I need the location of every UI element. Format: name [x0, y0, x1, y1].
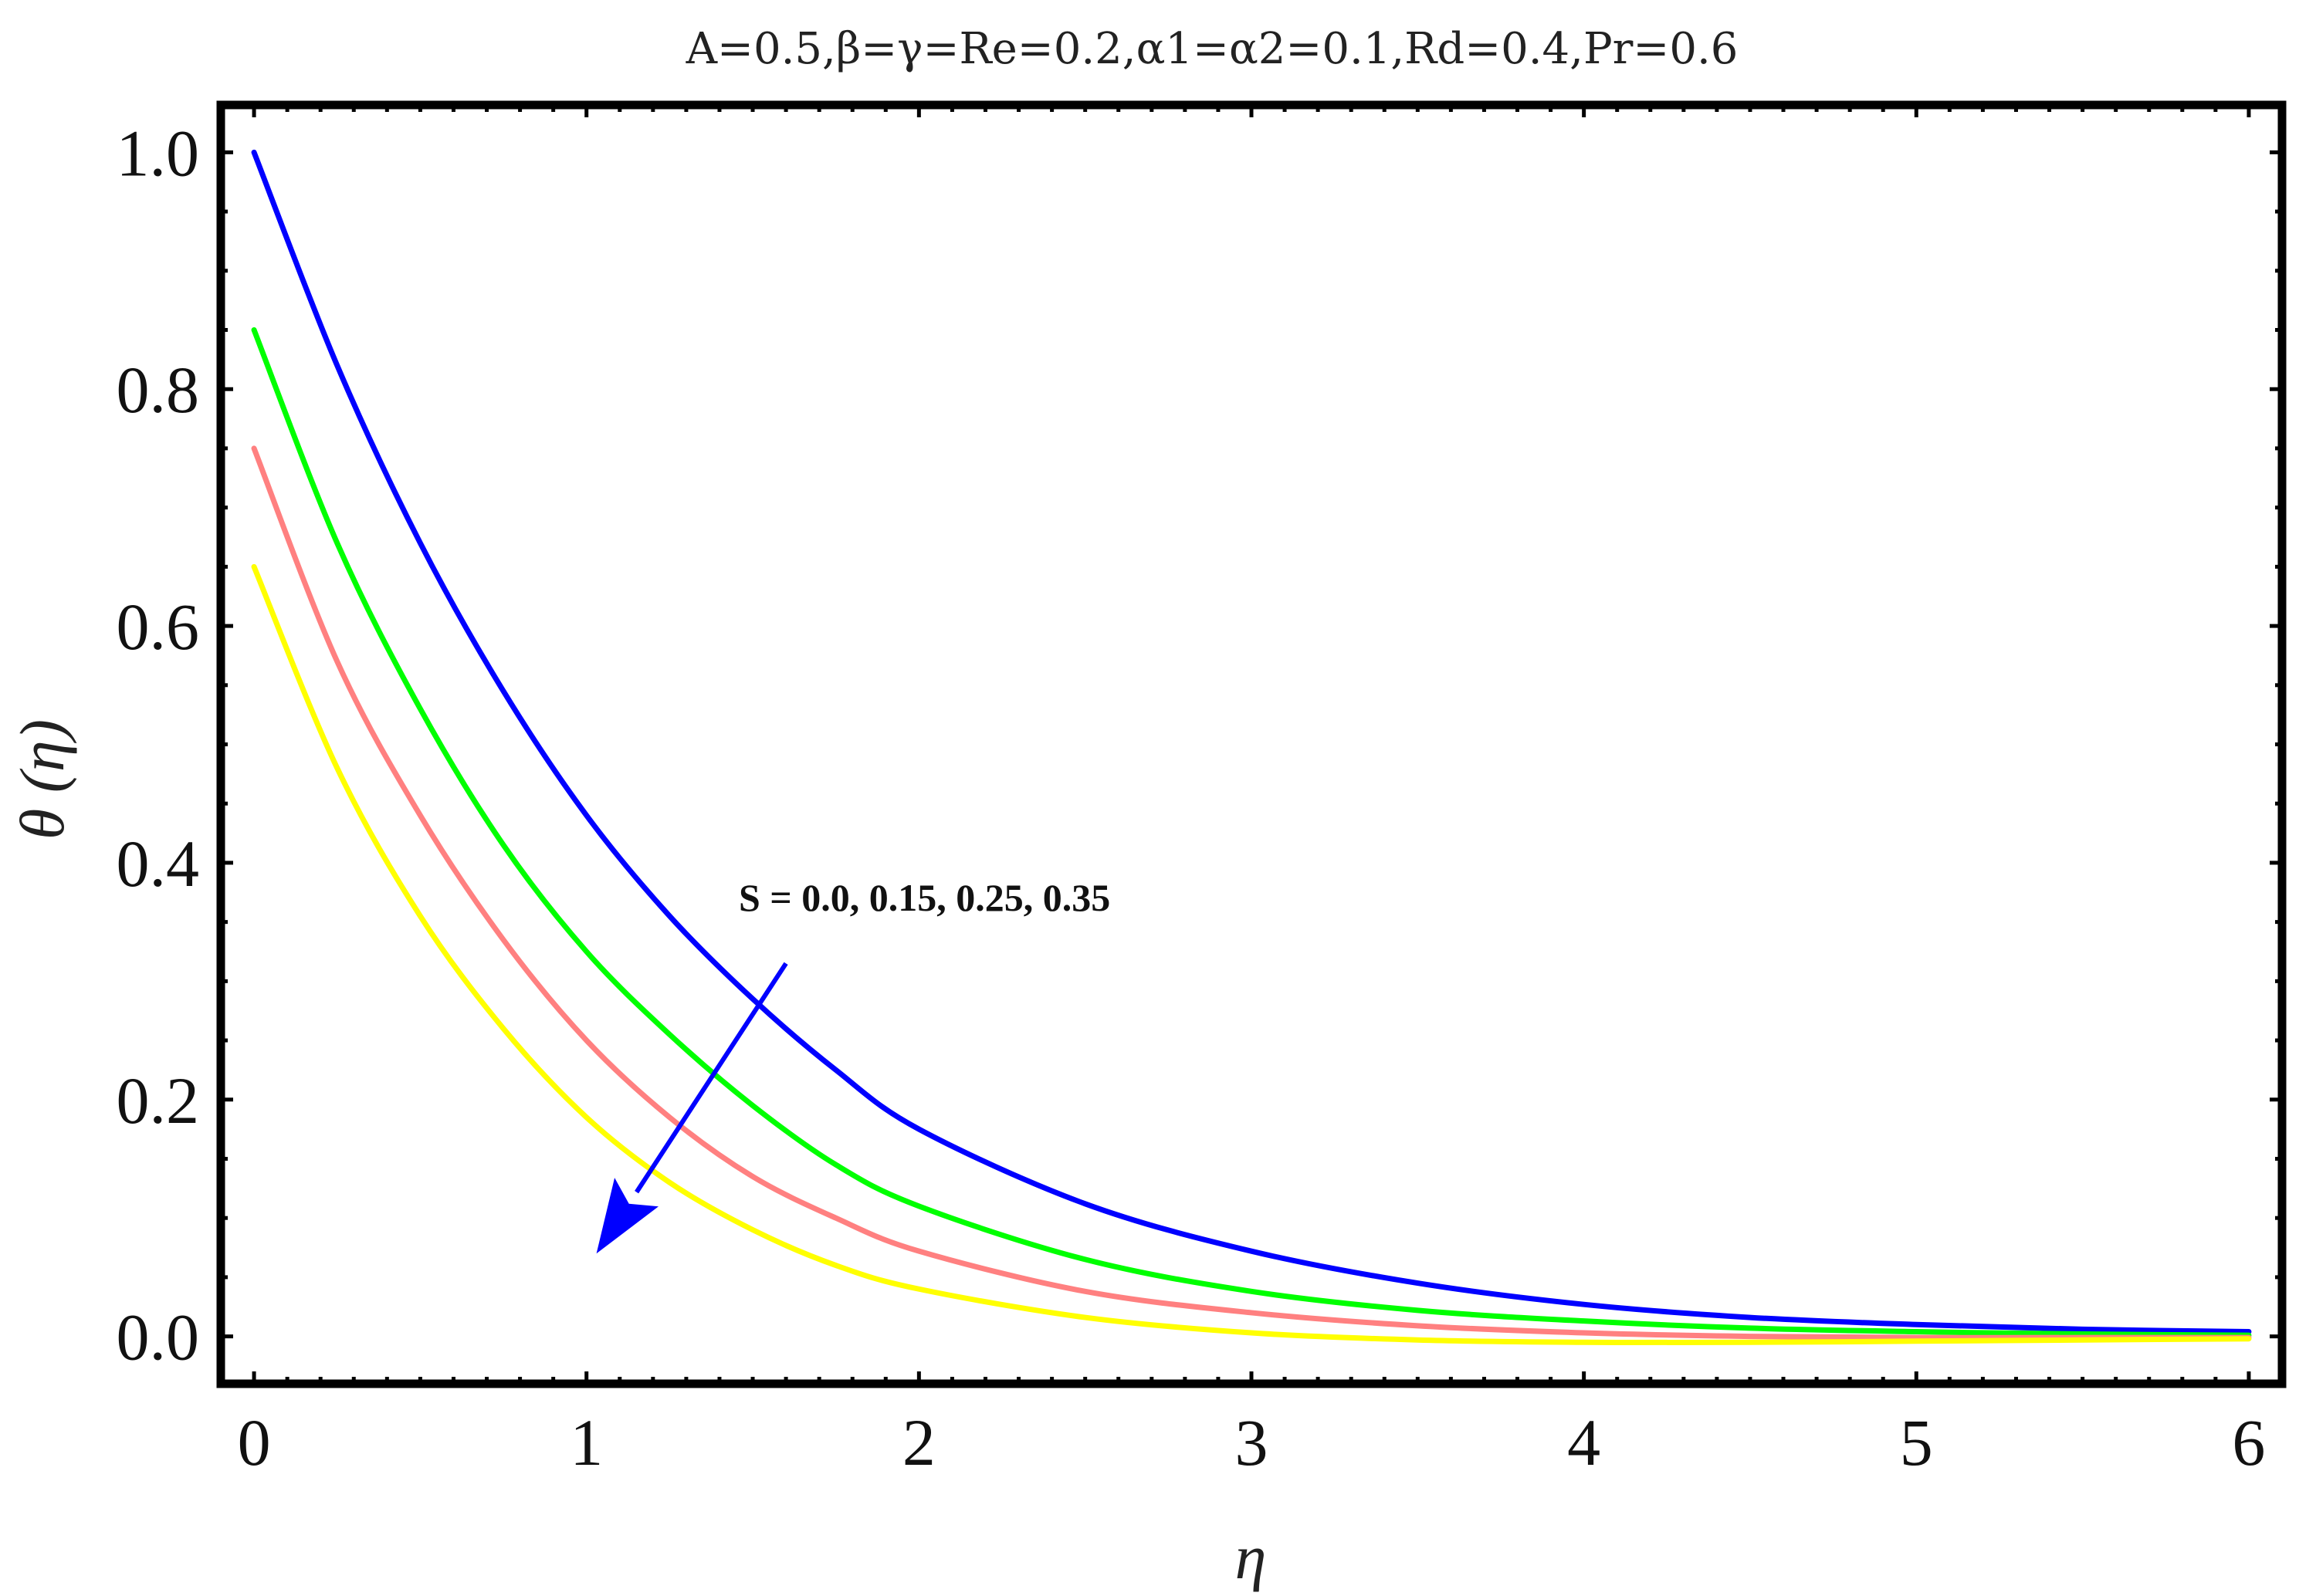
- y-tick-label: 0.6: [117, 590, 200, 664]
- x-tick-label: 5: [1900, 1405, 1933, 1479]
- y-tick-labels: 0.0 0.2 0.4 0.6 0.8 1.0: [117, 116, 200, 1374]
- data-series: [251, 149, 2252, 1346]
- x-axis-label: η: [1235, 1522, 1267, 1592]
- y-tick-label: 0.0: [117, 1300, 200, 1375]
- y-axis-label: θ (η): [7, 719, 77, 840]
- y-tick-label: 0.2: [117, 1063, 200, 1138]
- annotation-arrow-head: [596, 1178, 659, 1254]
- x-tick-label: 1: [570, 1405, 603, 1479]
- x-tick-label: 6: [2232, 1405, 2265, 1479]
- annotation-label: S = 0.0, 0.15, 0.25, 0.35: [739, 876, 1110, 919]
- x-tick-label: 0: [238, 1405, 271, 1479]
- series-line-2: [251, 327, 2252, 1338]
- series-line-4: [251, 563, 2252, 1346]
- x-tick-label: 2: [902, 1405, 936, 1479]
- series-line-1: [251, 149, 2252, 1334]
- x-tick-label: 4: [1567, 1405, 1600, 1479]
- y-tick-label: 0.4: [117, 827, 200, 901]
- x-tick-label: 3: [1235, 1405, 1268, 1479]
- annotation-layer: S = 0.0, 0.15, 0.25, 0.35: [596, 876, 1110, 1254]
- plot-frame: [216, 100, 2287, 1388]
- y-tick-label: 1.0: [117, 116, 200, 190]
- y-tick-label: 0.8: [117, 353, 200, 427]
- series-line-3: [251, 445, 2252, 1341]
- x-tick-labels: 0 1 2 3 4 5 6: [238, 1405, 2266, 1479]
- chart-title: A=0.5,β=γ=Re=0.2,α1=α2=0.1,Rd=0.4,Pr=0.6: [686, 24, 1739, 74]
- annotation-arrow-shaft: [635, 962, 788, 1194]
